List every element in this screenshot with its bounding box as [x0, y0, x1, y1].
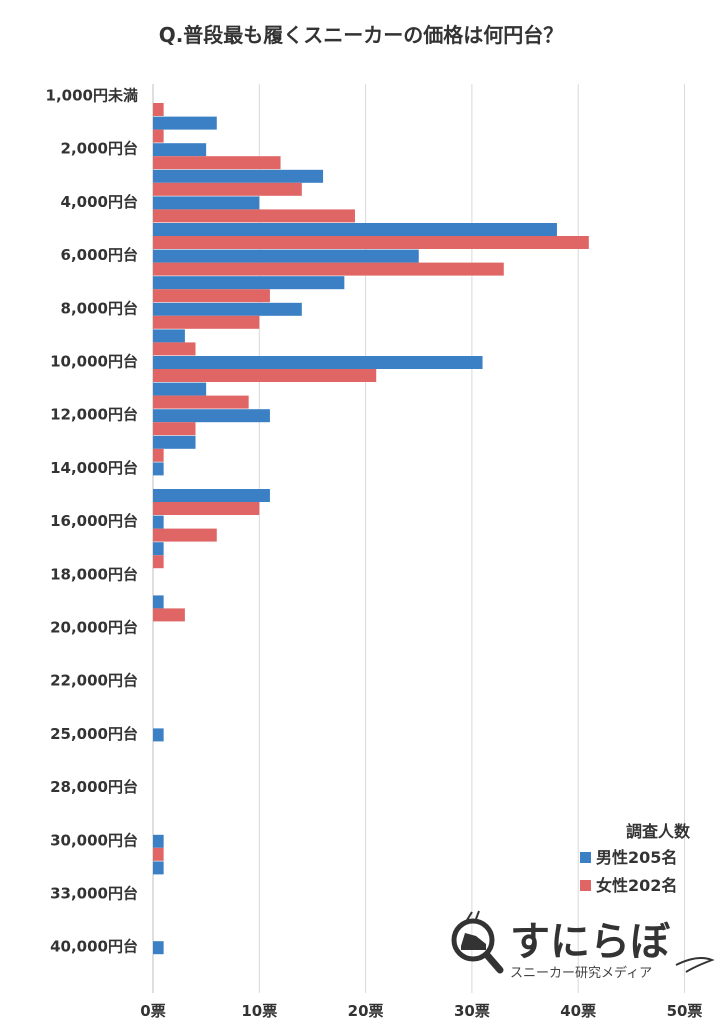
- bar-female: [153, 262, 504, 276]
- bar-female: [153, 555, 164, 569]
- legend-title: 調査人数: [626, 822, 691, 841]
- bar-male: [153, 302, 302, 316]
- bars: [153, 103, 589, 955]
- category-label: 1,000円未満: [46, 87, 138, 105]
- bar-male: [153, 489, 270, 502]
- bar-male: [153, 116, 217, 130]
- bar-female: [153, 342, 196, 356]
- bar-male: [153, 462, 164, 476]
- bar-male: [153, 861, 164, 875]
- bar-female: [153, 608, 185, 622]
- bar-female: [153, 502, 260, 515]
- legend: 調査人数 男性205名 女性202名: [580, 822, 691, 895]
- x-tick-label: 30票: [454, 1002, 490, 1020]
- swoosh-decoration: [675, 956, 715, 973]
- x-tick-labels: 0票 10票 20票 30票 40票 50票: [140, 1002, 702, 1020]
- brand-subtitle: スニーカー研究メディア: [510, 965, 652, 981]
- bar-female: [153, 369, 377, 382]
- bar-female: [153, 156, 281, 170]
- magnifier-sneaker-icon: [451, 910, 504, 974]
- bar-male: [153, 356, 483, 369]
- bar-male: [153, 409, 270, 423]
- bar-male: [153, 249, 419, 263]
- category-label: 10,000円台: [50, 353, 138, 371]
- brand-logo: すにらぼ スニーカー研究メディア: [451, 910, 715, 981]
- category-label: 2,000円台: [61, 140, 138, 158]
- bar-male: [153, 834, 164, 848]
- bar-male: [153, 143, 207, 157]
- x-tick-label: 0票: [140, 1002, 165, 1020]
- x-tick-label: 10票: [241, 1002, 277, 1020]
- category-label: 20,000円台: [50, 619, 138, 637]
- category-label: 18,000円台: [50, 565, 138, 583]
- bar-female: [153, 182, 302, 196]
- category-label: 6,000円台: [61, 246, 138, 264]
- bar-male: [153, 382, 207, 396]
- category-label: 14,000円台: [50, 459, 138, 477]
- x-tick-label: 40票: [560, 1002, 596, 1020]
- bar-male: [153, 196, 260, 210]
- bar-male: [153, 542, 164, 556]
- bar-female: [153, 103, 164, 116]
- category-label: 28,000円台: [50, 778, 138, 796]
- category-label: 22,000円台: [50, 672, 138, 690]
- bar-female: [153, 395, 249, 409]
- bar-female: [153, 315, 260, 329]
- bar-male: [153, 223, 557, 236]
- bar-female: [153, 236, 589, 249]
- bar-male: [153, 595, 164, 609]
- bar-female: [153, 209, 355, 223]
- bar-male: [153, 169, 324, 183]
- bar-female: [153, 847, 164, 861]
- bar-female: [153, 129, 164, 143]
- category-label: 16,000円台: [50, 512, 138, 530]
- category-labels: 1,000円未満 2,000円台 4,000円台 6,000円台 8,000円台 10,0…: [46, 87, 138, 956]
- chart-title: Q.普段最も履くスニーカーの価格は何円台？: [159, 23, 564, 47]
- bar-male: [153, 728, 164, 742]
- x-tick-label: 20票: [348, 1002, 384, 1020]
- category-label: 8,000円台: [61, 299, 138, 317]
- bar-male: [153, 515, 164, 529]
- x-tick-label: 50票: [667, 1002, 703, 1020]
- bar-male: [153, 435, 196, 449]
- legend-label-male: 男性205名: [596, 848, 677, 867]
- bar-male: [153, 941, 164, 955]
- bar-male: [153, 329, 185, 343]
- category-label: 12,000円台: [50, 406, 138, 424]
- bar-female: [153, 448, 164, 462]
- brand-name: すにらぼ: [510, 919, 670, 965]
- bar-male: [153, 276, 345, 290]
- category-label: 40,000円台: [50, 938, 138, 956]
- category-label: 25,000円台: [50, 725, 138, 743]
- legend-label-female: 女性202名: [596, 876, 677, 895]
- legend-swatch-male: [580, 852, 591, 863]
- legend-swatch-female: [580, 880, 591, 891]
- category-label: 33,000円台: [50, 885, 138, 903]
- category-label: 30,000円台: [50, 831, 138, 849]
- bar-female: [153, 528, 217, 542]
- category-label: 4,000円台: [61, 193, 138, 211]
- bar-female: [153, 422, 196, 436]
- bar-female: [153, 289, 270, 303]
